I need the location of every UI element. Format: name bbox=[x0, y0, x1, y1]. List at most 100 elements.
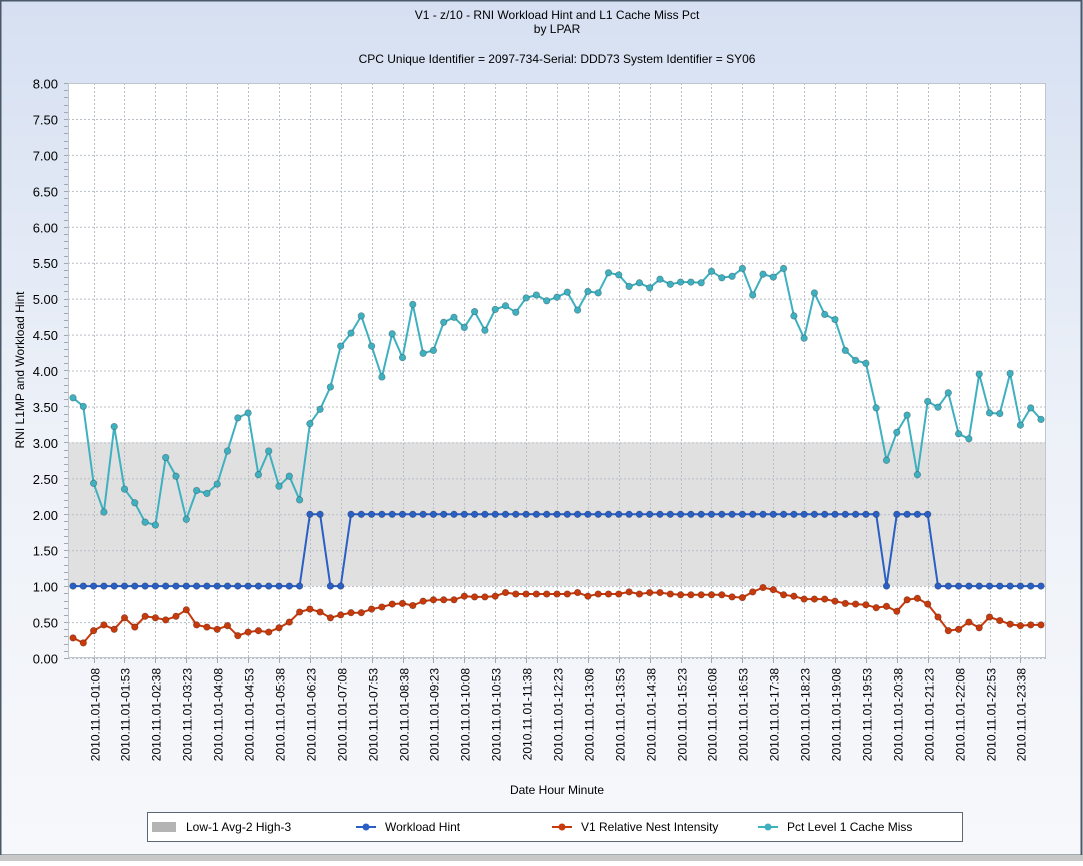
data-point bbox=[110, 582, 118, 590]
data-point bbox=[234, 582, 242, 590]
data-point bbox=[100, 621, 108, 629]
data-point bbox=[584, 510, 592, 518]
data-point bbox=[203, 623, 211, 631]
data-point bbox=[604, 269, 613, 277]
data-point bbox=[367, 605, 376, 613]
data-point bbox=[378, 603, 386, 611]
data-point bbox=[120, 614, 129, 622]
data-point bbox=[244, 582, 252, 590]
data-point bbox=[676, 591, 685, 599]
data-point bbox=[120, 582, 129, 590]
y-tick-label: 5.00 bbox=[33, 292, 58, 307]
legend-label: Pct Level 1 Cache Miss bbox=[787, 820, 912, 834]
data-point bbox=[604, 590, 613, 598]
data-point bbox=[450, 313, 458, 321]
x-tick-label: 2010.11.01-22:08 bbox=[954, 668, 968, 762]
data-point bbox=[522, 294, 530, 302]
data-point bbox=[707, 591, 716, 599]
data-point bbox=[1006, 369, 1014, 378]
y-tick-label: 5.50 bbox=[33, 256, 58, 271]
x-tick-label: 2010.11.01-19:53 bbox=[861, 668, 875, 762]
data-point bbox=[996, 409, 1004, 418]
data-point bbox=[326, 383, 335, 391]
data-point bbox=[625, 282, 633, 291]
data-point bbox=[821, 510, 829, 518]
data-point bbox=[501, 588, 510, 597]
data-point bbox=[769, 586, 777, 594]
x-tick-label: 2010.11.01-23:38 bbox=[1015, 668, 1029, 762]
data-point bbox=[100, 582, 108, 590]
y-tick-label: 0.50 bbox=[33, 616, 58, 631]
data-point bbox=[316, 510, 324, 518]
y-tick-label: 4.00 bbox=[33, 364, 58, 379]
data-point bbox=[584, 592, 592, 600]
data-point bbox=[1027, 404, 1035, 412]
data-point bbox=[944, 389, 952, 397]
data-point bbox=[254, 627, 263, 635]
data-point bbox=[646, 284, 654, 292]
data-point bbox=[429, 346, 438, 355]
data-point bbox=[69, 394, 77, 402]
data-point bbox=[965, 618, 973, 626]
data-point bbox=[831, 597, 839, 605]
x-tick-label: 2010.11.01-18:23 bbox=[799, 668, 813, 762]
data-point bbox=[357, 312, 365, 320]
data-point bbox=[944, 582, 952, 590]
data-point bbox=[1016, 622, 1025, 630]
x-tick-label: 2010.11.01-11:38 bbox=[521, 668, 535, 761]
data-point bbox=[213, 480, 221, 488]
data-point bbox=[543, 510, 551, 518]
data-point bbox=[306, 420, 314, 428]
data-point bbox=[1037, 621, 1045, 629]
x-tick-label: 2010.11.01-19:08 bbox=[830, 668, 844, 762]
data-point bbox=[954, 430, 963, 438]
data-point bbox=[615, 271, 623, 279]
data-point bbox=[1027, 582, 1035, 590]
data-point bbox=[213, 582, 221, 590]
data-point bbox=[996, 616, 1004, 625]
data-point bbox=[450, 510, 458, 518]
data-point bbox=[450, 596, 458, 604]
data-point bbox=[79, 582, 87, 590]
data-point bbox=[573, 588, 582, 597]
data-point bbox=[110, 422, 118, 431]
data-point bbox=[594, 590, 602, 598]
status-bar bbox=[0, 855, 1083, 861]
data-point bbox=[975, 582, 983, 590]
y-tick-label: 7.00 bbox=[33, 148, 58, 163]
data-point bbox=[532, 510, 541, 518]
data-point bbox=[893, 607, 901, 615]
data-point bbox=[831, 510, 839, 518]
data-point bbox=[110, 625, 118, 633]
data-point bbox=[131, 499, 139, 507]
data-point bbox=[162, 453, 170, 462]
data-point bbox=[646, 510, 654, 518]
x-tick-label: 2010.11.01-07:53 bbox=[367, 668, 381, 762]
data-point bbox=[553, 293, 561, 301]
data-point bbox=[131, 582, 139, 590]
data-point bbox=[265, 582, 273, 590]
data-point bbox=[440, 510, 448, 518]
data-point bbox=[913, 594, 922, 602]
data-point bbox=[151, 614, 160, 622]
data-point bbox=[378, 373, 386, 381]
data-point bbox=[244, 409, 252, 417]
data-point bbox=[182, 606, 190, 614]
data-point bbox=[759, 583, 767, 592]
data-point bbox=[687, 278, 695, 286]
data-point bbox=[893, 428, 901, 436]
data-point bbox=[460, 510, 468, 518]
data-point bbox=[553, 590, 561, 598]
data-point bbox=[306, 510, 314, 518]
data-point bbox=[882, 456, 891, 464]
data-point bbox=[234, 632, 242, 640]
data-point bbox=[697, 279, 705, 287]
data-point bbox=[192, 582, 201, 590]
data-point bbox=[285, 618, 293, 626]
data-point bbox=[532, 590, 541, 598]
data-point bbox=[810, 595, 819, 603]
x-axis-title: Date Hour Minute bbox=[510, 783, 604, 797]
data-point bbox=[563, 288, 571, 296]
x-tick-label: 2010.11.01-12:23 bbox=[552, 668, 566, 762]
x-tick-label: 2010.11.01-20:38 bbox=[892, 668, 906, 762]
